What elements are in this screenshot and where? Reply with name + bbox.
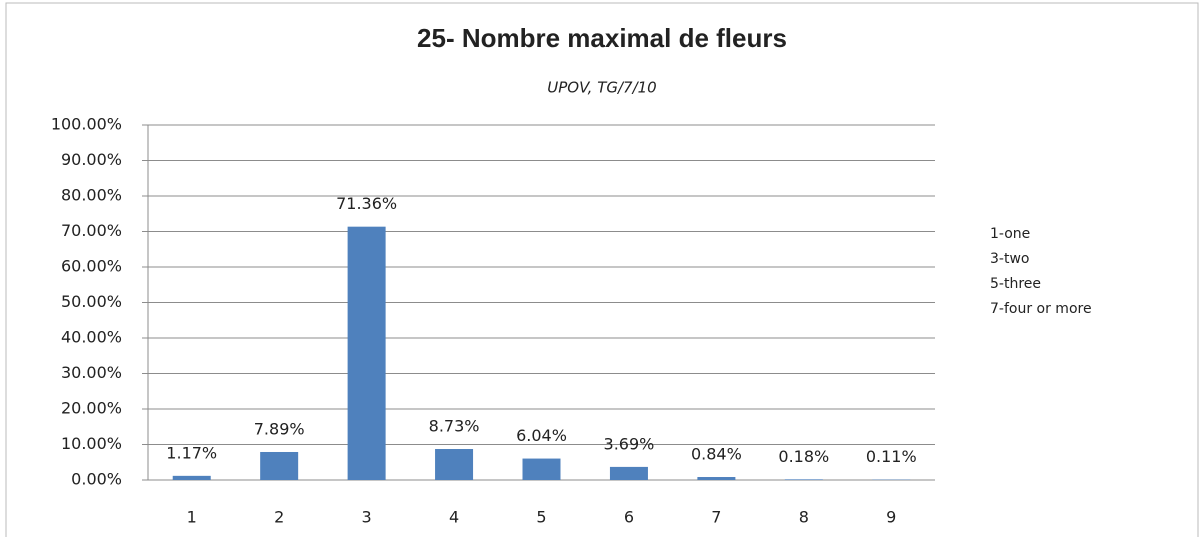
- bar: [172, 475, 211, 480]
- legend-note: 7-four or more: [990, 301, 1092, 317]
- data-label: 8.73%: [429, 417, 480, 436]
- data-label: 1.17%: [166, 443, 217, 462]
- data-label: 0.18%: [778, 447, 829, 466]
- x-tick-label: 6: [624, 508, 634, 527]
- y-tick-label: 40.00%: [61, 328, 122, 347]
- bar: [609, 466, 648, 480]
- x-tick-label: 4: [449, 508, 459, 527]
- x-tick-label: 8: [799, 508, 809, 527]
- bar: [784, 479, 823, 480]
- legend-note: 5-three: [990, 276, 1041, 292]
- y-tick-label: 90.00%: [61, 150, 122, 169]
- y-tick-label: 70.00%: [61, 221, 122, 240]
- y-tick-label: 60.00%: [61, 257, 122, 276]
- bar: [260, 451, 299, 480]
- data-label: 0.11%: [866, 447, 917, 466]
- data-label: 6.04%: [516, 426, 567, 445]
- y-tick-label: 30.00%: [61, 363, 122, 382]
- x-tick-label: 1: [187, 508, 197, 527]
- chart-title: 25- Nombre maximal de fleurs: [417, 23, 787, 53]
- data-label: 3.69%: [604, 434, 655, 453]
- bar: [435, 449, 474, 480]
- chart-subtitle: UPOV, TG/7/10: [547, 79, 656, 97]
- y-tick-label: 80.00%: [61, 186, 122, 205]
- bar: [522, 458, 561, 480]
- bar: [697, 477, 736, 480]
- x-tick-label: 3: [362, 508, 372, 527]
- x-tick-label: 5: [536, 508, 546, 527]
- data-label: 7.89%: [254, 419, 305, 438]
- legend-note: 1-one: [990, 226, 1030, 242]
- bar: [347, 226, 386, 480]
- data-label: 71.36%: [336, 194, 397, 213]
- y-tick-label: 0.00%: [71, 470, 122, 489]
- legend-note: 3-two: [990, 251, 1029, 267]
- y-tick-label: 10.00%: [61, 434, 122, 453]
- chart-frame: [5, 2, 1199, 537]
- x-tick-label: 2: [274, 508, 284, 527]
- data-label: 0.84%: [691, 445, 742, 464]
- x-tick-label: 7: [711, 508, 721, 527]
- y-tick-label: 100.00%: [51, 115, 122, 134]
- x-tick-label: 9: [886, 508, 896, 527]
- y-tick-label: 50.00%: [61, 292, 122, 311]
- y-tick-label: 20.00%: [61, 399, 122, 418]
